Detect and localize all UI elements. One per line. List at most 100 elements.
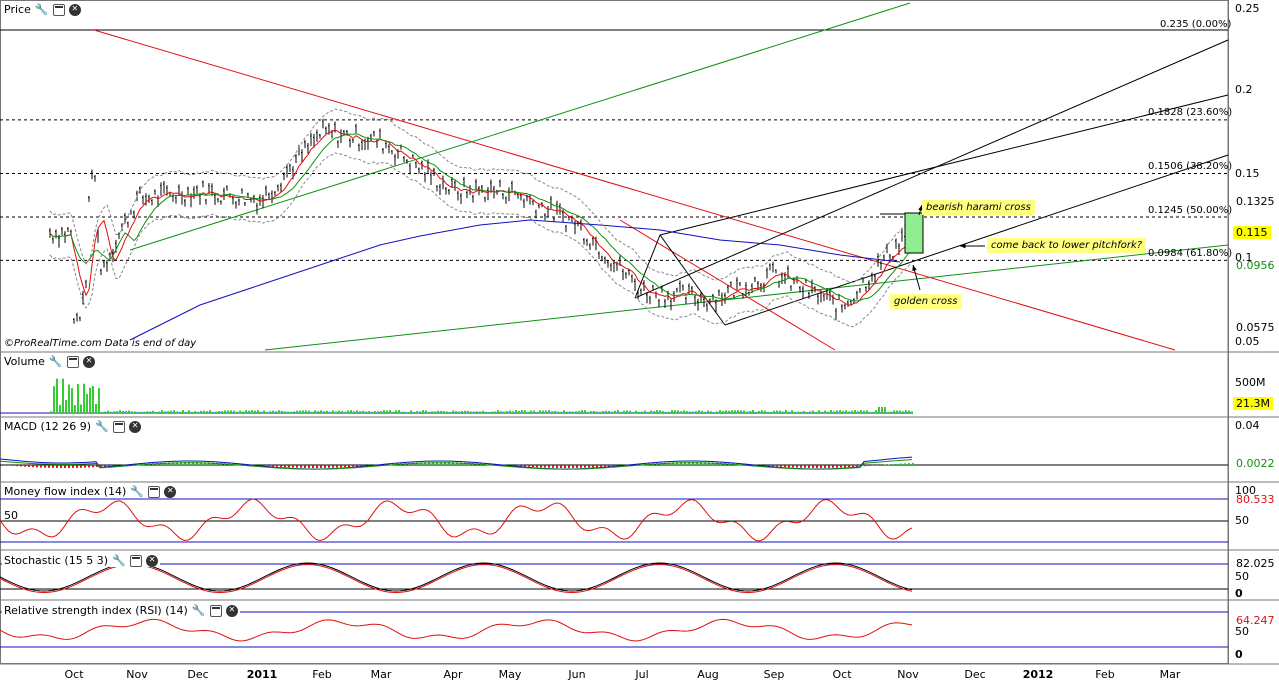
volume-bar <box>128 410 130 413</box>
macd-histogram-bar <box>312 465 314 468</box>
volume-bar <box>692 411 694 413</box>
volume-bar <box>581 410 583 413</box>
wrench-icon[interactable]: 🔧 <box>191 604 206 617</box>
window-icon[interactable] <box>52 3 65 16</box>
macd-histogram-bar <box>192 462 194 465</box>
volume-bar <box>212 411 214 413</box>
volume-bar <box>449 411 451 413</box>
volume-bar <box>56 378 58 413</box>
volume-bar <box>638 411 640 413</box>
mfi-tick: 100 <box>1235 484 1256 497</box>
close-icon[interactable] <box>128 420 141 433</box>
macd-histogram-bar <box>80 465 82 468</box>
macd-histogram-bar <box>24 465 26 467</box>
volume-bar <box>731 410 733 413</box>
volume-bar <box>542 410 544 413</box>
volume-bar <box>323 411 325 413</box>
volume-bar <box>431 411 433 413</box>
pitchfork-median <box>659 94 1229 236</box>
wrench-icon[interactable]: 🔧 <box>48 355 63 368</box>
x-tick: Feb <box>312 668 332 681</box>
volume-bar <box>887 411 889 413</box>
volume-bar <box>308 410 310 413</box>
window-icon[interactable] <box>148 485 160 498</box>
volume-bar <box>668 411 670 413</box>
volume-bar <box>437 410 439 413</box>
macd-histogram-bar <box>844 465 846 468</box>
volume-value-box: 21.3M <box>1233 397 1273 410</box>
volume-bar <box>71 388 73 413</box>
volume-bar <box>620 411 622 413</box>
ma-red-line <box>49 129 912 306</box>
volume-bar <box>779 410 781 413</box>
volume-bar <box>461 410 463 413</box>
window-icon[interactable] <box>112 420 125 433</box>
macd-histogram-bar <box>692 462 694 465</box>
close-icon[interactable] <box>164 485 176 498</box>
volume-bar <box>239 410 241 413</box>
macd-histogram-bar <box>420 462 422 465</box>
price-panel-title: Price <box>4 3 31 16</box>
volume-bar <box>881 407 883 413</box>
volume-bar <box>80 404 82 413</box>
volume-bar <box>200 410 202 413</box>
rsi-panel-title: Relative strength index (RSI) (14) <box>4 604 188 617</box>
volume-bar <box>155 411 157 413</box>
wrench-icon[interactable]: 🔧 <box>112 554 126 567</box>
macd-histogram-bar <box>768 465 770 467</box>
volume-bar <box>485 411 487 413</box>
macd-histogram-bar <box>20 465 22 467</box>
volume-bar <box>671 410 673 413</box>
macd-histogram-bar <box>88 465 90 468</box>
volume-bar <box>161 410 163 413</box>
macd-histogram-bar <box>440 462 442 465</box>
volume-bar <box>788 411 790 413</box>
volume-bar <box>329 411 331 413</box>
close-icon[interactable] <box>82 355 95 368</box>
volume-bar <box>176 411 178 413</box>
volume-bar <box>131 411 133 413</box>
fib-level-label: 0.235 (0.00%) <box>1160 19 1232 30</box>
volume-bar <box>350 410 352 413</box>
window-icon[interactable] <box>209 604 222 617</box>
macd-histogram-bar <box>868 465 870 466</box>
close-icon[interactable] <box>68 3 81 16</box>
volume-bar <box>275 411 277 413</box>
volume-bar <box>332 410 334 413</box>
wrench-icon[interactable]: 🔧 <box>34 3 49 16</box>
volume-bar <box>311 411 313 413</box>
window-icon[interactable] <box>129 554 142 567</box>
wrench-icon[interactable]: 🔧 <box>95 420 109 433</box>
macd-histogram-bar <box>280 465 282 467</box>
macd-histogram-bar <box>332 465 334 468</box>
macd-histogram-bar <box>680 462 682 465</box>
volume-bar <box>650 410 652 413</box>
window-icon[interactable] <box>66 355 79 368</box>
volume-bar <box>839 410 841 413</box>
close-icon[interactable] <box>145 554 158 567</box>
volume-bar <box>776 410 778 413</box>
volume-bar <box>137 411 139 413</box>
volume-bar <box>797 411 799 413</box>
volume-bar <box>893 410 895 413</box>
macd-histogram-bar <box>788 465 790 468</box>
annotation-pitchfork: come back to lower pitchfork? <box>987 238 1147 253</box>
macd-histogram-bar <box>68 465 70 468</box>
volume-bar <box>536 411 538 413</box>
volume-bar <box>296 410 298 413</box>
volume-bar <box>608 410 610 413</box>
volume-bar <box>104 411 106 413</box>
close-icon[interactable] <box>225 604 238 617</box>
volume-bar <box>77 384 79 413</box>
volume-bar <box>803 410 805 413</box>
volume-bar <box>110 411 112 413</box>
volume-bar <box>548 410 550 413</box>
volume-bar <box>116 411 118 413</box>
wrench-icon[interactable]: 🔧 <box>130 485 144 498</box>
macd-histogram-bar <box>104 465 106 467</box>
macd-histogram-bar <box>12 465 14 466</box>
rsi-value-box: 64.247 <box>1236 614 1275 627</box>
macd-histogram-bar <box>96 465 98 468</box>
macd-histogram-bar <box>684 462 686 465</box>
volume-bar <box>188 410 190 413</box>
